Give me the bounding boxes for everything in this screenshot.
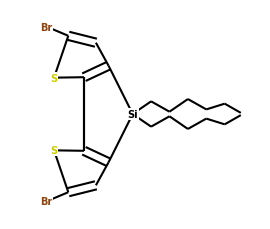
Text: Si: Si [127,109,138,120]
Text: S: S [50,146,58,156]
Text: Br: Br [40,196,53,207]
Text: Br: Br [40,22,53,33]
Text: S: S [50,73,58,83]
